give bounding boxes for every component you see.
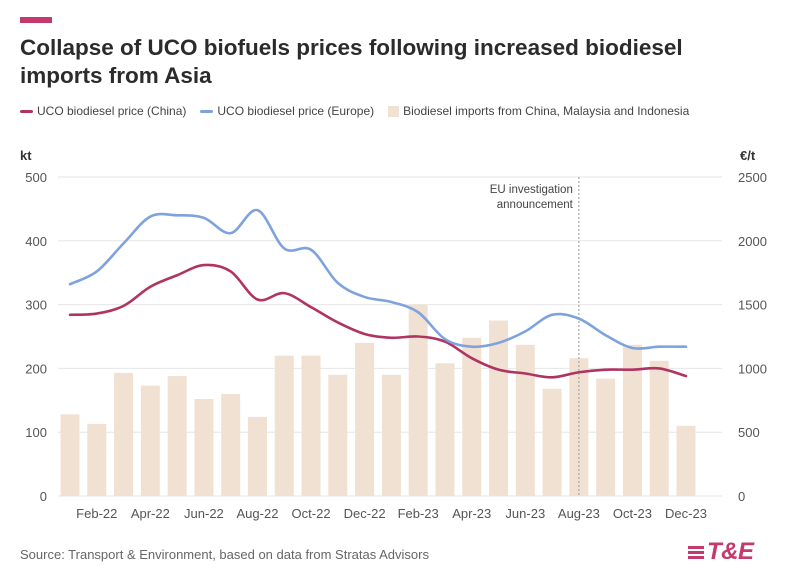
x-tick-label: Apr-23: [452, 506, 491, 521]
legend: UCO biodiesel price (China) UCO biodiese…: [20, 104, 703, 118]
import-bar: [60, 414, 80, 496]
import-bar: [140, 385, 160, 496]
right-tick-label: 1500: [738, 298, 767, 313]
import-bar: [194, 399, 214, 496]
left-axis-unit: kt: [20, 148, 32, 163]
legend-swatch-china: [20, 109, 33, 113]
legend-label-europe: UCO biodiesel price (Europe): [217, 104, 375, 118]
china-price-line: [68, 263, 688, 379]
legend-item-china: UCO biodiesel price (China): [20, 104, 186, 118]
x-tick-label: Feb-22: [76, 506, 117, 521]
annotation-label: announcement: [497, 199, 574, 211]
legend-label-imports: Biodiesel imports from China, Malaysia a…: [403, 104, 690, 118]
legend-label-china: UCO biodiesel price (China): [37, 104, 187, 118]
europe-price-line: [68, 208, 688, 350]
right-tick-label: 1000: [738, 361, 767, 376]
import-bar: [328, 374, 348, 496]
x-tick-label: Apr-22: [131, 506, 170, 521]
legend-item-europe: UCO biodiesel price (Europe): [200, 104, 374, 118]
title-accent-bar: [20, 17, 52, 23]
import-bar: [274, 355, 294, 496]
x-tick-label: Feb-23: [398, 506, 439, 521]
x-tick-label: Dec-23: [665, 506, 707, 521]
x-tick-label: Oct-23: [613, 506, 652, 521]
x-tick-label: Oct-22: [292, 506, 331, 521]
import-bar: [622, 344, 642, 496]
logo-stripes-icon: [688, 544, 704, 561]
import-bar: [221, 393, 241, 496]
x-tick-label: Aug-23: [558, 506, 600, 521]
import-bar: [87, 423, 107, 496]
import-bar: [676, 425, 696, 496]
import-bar: [114, 372, 134, 496]
import-bar: [542, 388, 562, 496]
legend-item-imports: Biodiesel imports from China, Malaysia a…: [388, 104, 689, 118]
right-tick-label: 2500: [738, 170, 767, 185]
x-tick-label: Jun-23: [505, 506, 545, 521]
import-bar: [435, 363, 455, 496]
left-tick-label: 400: [25, 234, 47, 249]
left-tick-label: 0: [40, 489, 47, 504]
left-tick-label: 300: [25, 298, 47, 313]
brand-logo: T&E: [688, 538, 754, 566]
right-tick-label: 500: [738, 425, 760, 440]
legend-swatch-imports: [388, 105, 400, 117]
right-tick-label: 2000: [738, 234, 767, 249]
import-bar: [301, 355, 321, 496]
import-bar: [489, 320, 509, 496]
left-tick-label: 500: [25, 170, 47, 185]
x-tick-label: Jun-22: [184, 506, 224, 521]
import-bar: [596, 378, 616, 496]
right-axis-unit: €/t: [740, 148, 756, 163]
import-bar: [167, 376, 187, 496]
source-note: Source: Transport & Environment, based o…: [20, 547, 429, 562]
annotation-label: EU investigation: [490, 184, 573, 196]
right-tick-label: 0: [738, 489, 745, 504]
x-tick-label: Aug-22: [237, 506, 279, 521]
import-bar: [408, 304, 428, 496]
import-bar: [247, 416, 267, 496]
import-bar: [381, 374, 401, 496]
left-tick-label: 200: [25, 361, 47, 376]
import-bar: [649, 360, 669, 496]
chart-title: Collapse of UCO biofuels prices followin…: [20, 35, 683, 88]
import-bar: [569, 358, 589, 496]
import-bar: [355, 342, 375, 496]
left-tick-label: 100: [25, 425, 47, 440]
import-bar: [462, 337, 482, 496]
legend-swatch-europe: [200, 109, 214, 113]
x-tick-label: Dec-22: [344, 506, 386, 521]
logo-text: T&E: [707, 538, 754, 565]
import-bar: [515, 344, 535, 496]
